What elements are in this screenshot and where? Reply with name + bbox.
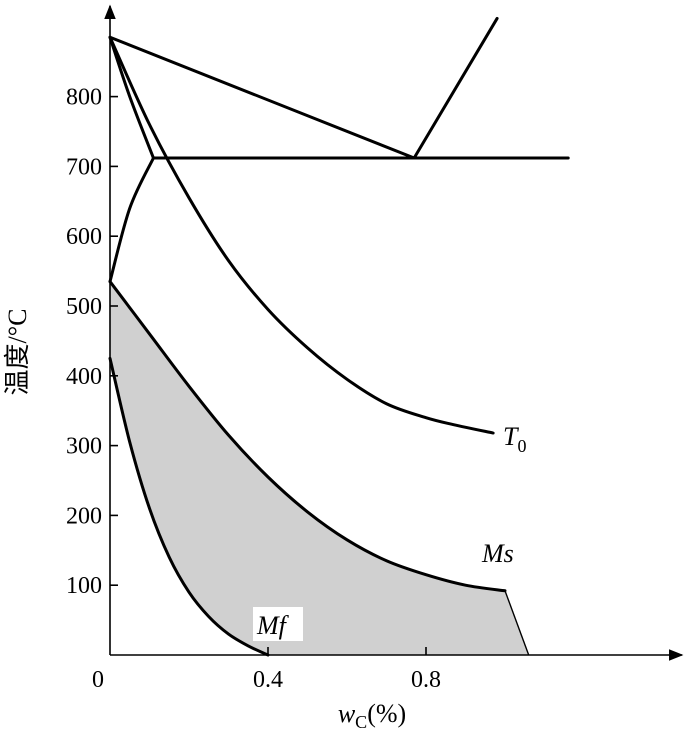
x-tick-label-0.8: 0.8 — [411, 667, 441, 693]
x-axis-label-sub: C — [355, 712, 367, 731]
series-line-T0 — [108, 35, 495, 435]
y-tick-label-700: 700 — [66, 154, 102, 180]
austenite-martensite-shaded-region — [110, 281, 529, 655]
y-axis-label: 温度/°C — [3, 309, 32, 396]
x-axis-label-main: w — [338, 699, 356, 728]
curve-label-T0-sub: 0 — [517, 436, 526, 456]
curve-label-T0: T0 — [503, 422, 526, 456]
series-line-a3_upper — [108, 16, 499, 160]
shaded-region-edge — [504, 590, 530, 656]
curve-label-T0-main: T — [503, 422, 519, 451]
y-tick-label-600: 600 — [66, 224, 102, 250]
series-line-ferrite_upper — [108, 35, 155, 160]
series-line-Mf — [108, 356, 270, 657]
curve-label-Mf-background — [253, 607, 303, 641]
y-tick-label-300: 300 — [66, 434, 102, 460]
x-axis-label: wC(%) — [338, 699, 406, 731]
curve-label-Ms: Ms — [481, 539, 514, 568]
x-tick-label-0.4: 0.4 — [253, 667, 283, 693]
ticks: 100 200 300 400 500 600 700 800 0 0.4 0.8 — [66, 85, 441, 693]
y-tick-label-800: 800 — [66, 85, 102, 111]
shaded-region-fill — [110, 281, 529, 655]
series-line-Ms — [108, 280, 507, 593]
series-line-ferrite_lower — [108, 156, 155, 284]
x-axis-label-suffix: (%) — [367, 699, 406, 728]
y-tick-label-100: 100 — [66, 573, 102, 599]
curve-label-Mf: Mf — [256, 611, 290, 640]
y-tick-label-400: 400 — [66, 364, 102, 390]
y-tick-label-200: 200 — [66, 503, 102, 529]
x-tick-label-0: 0 — [92, 667, 104, 693]
curves — [108, 16, 570, 657]
y-tick-label-500: 500 — [66, 294, 102, 320]
